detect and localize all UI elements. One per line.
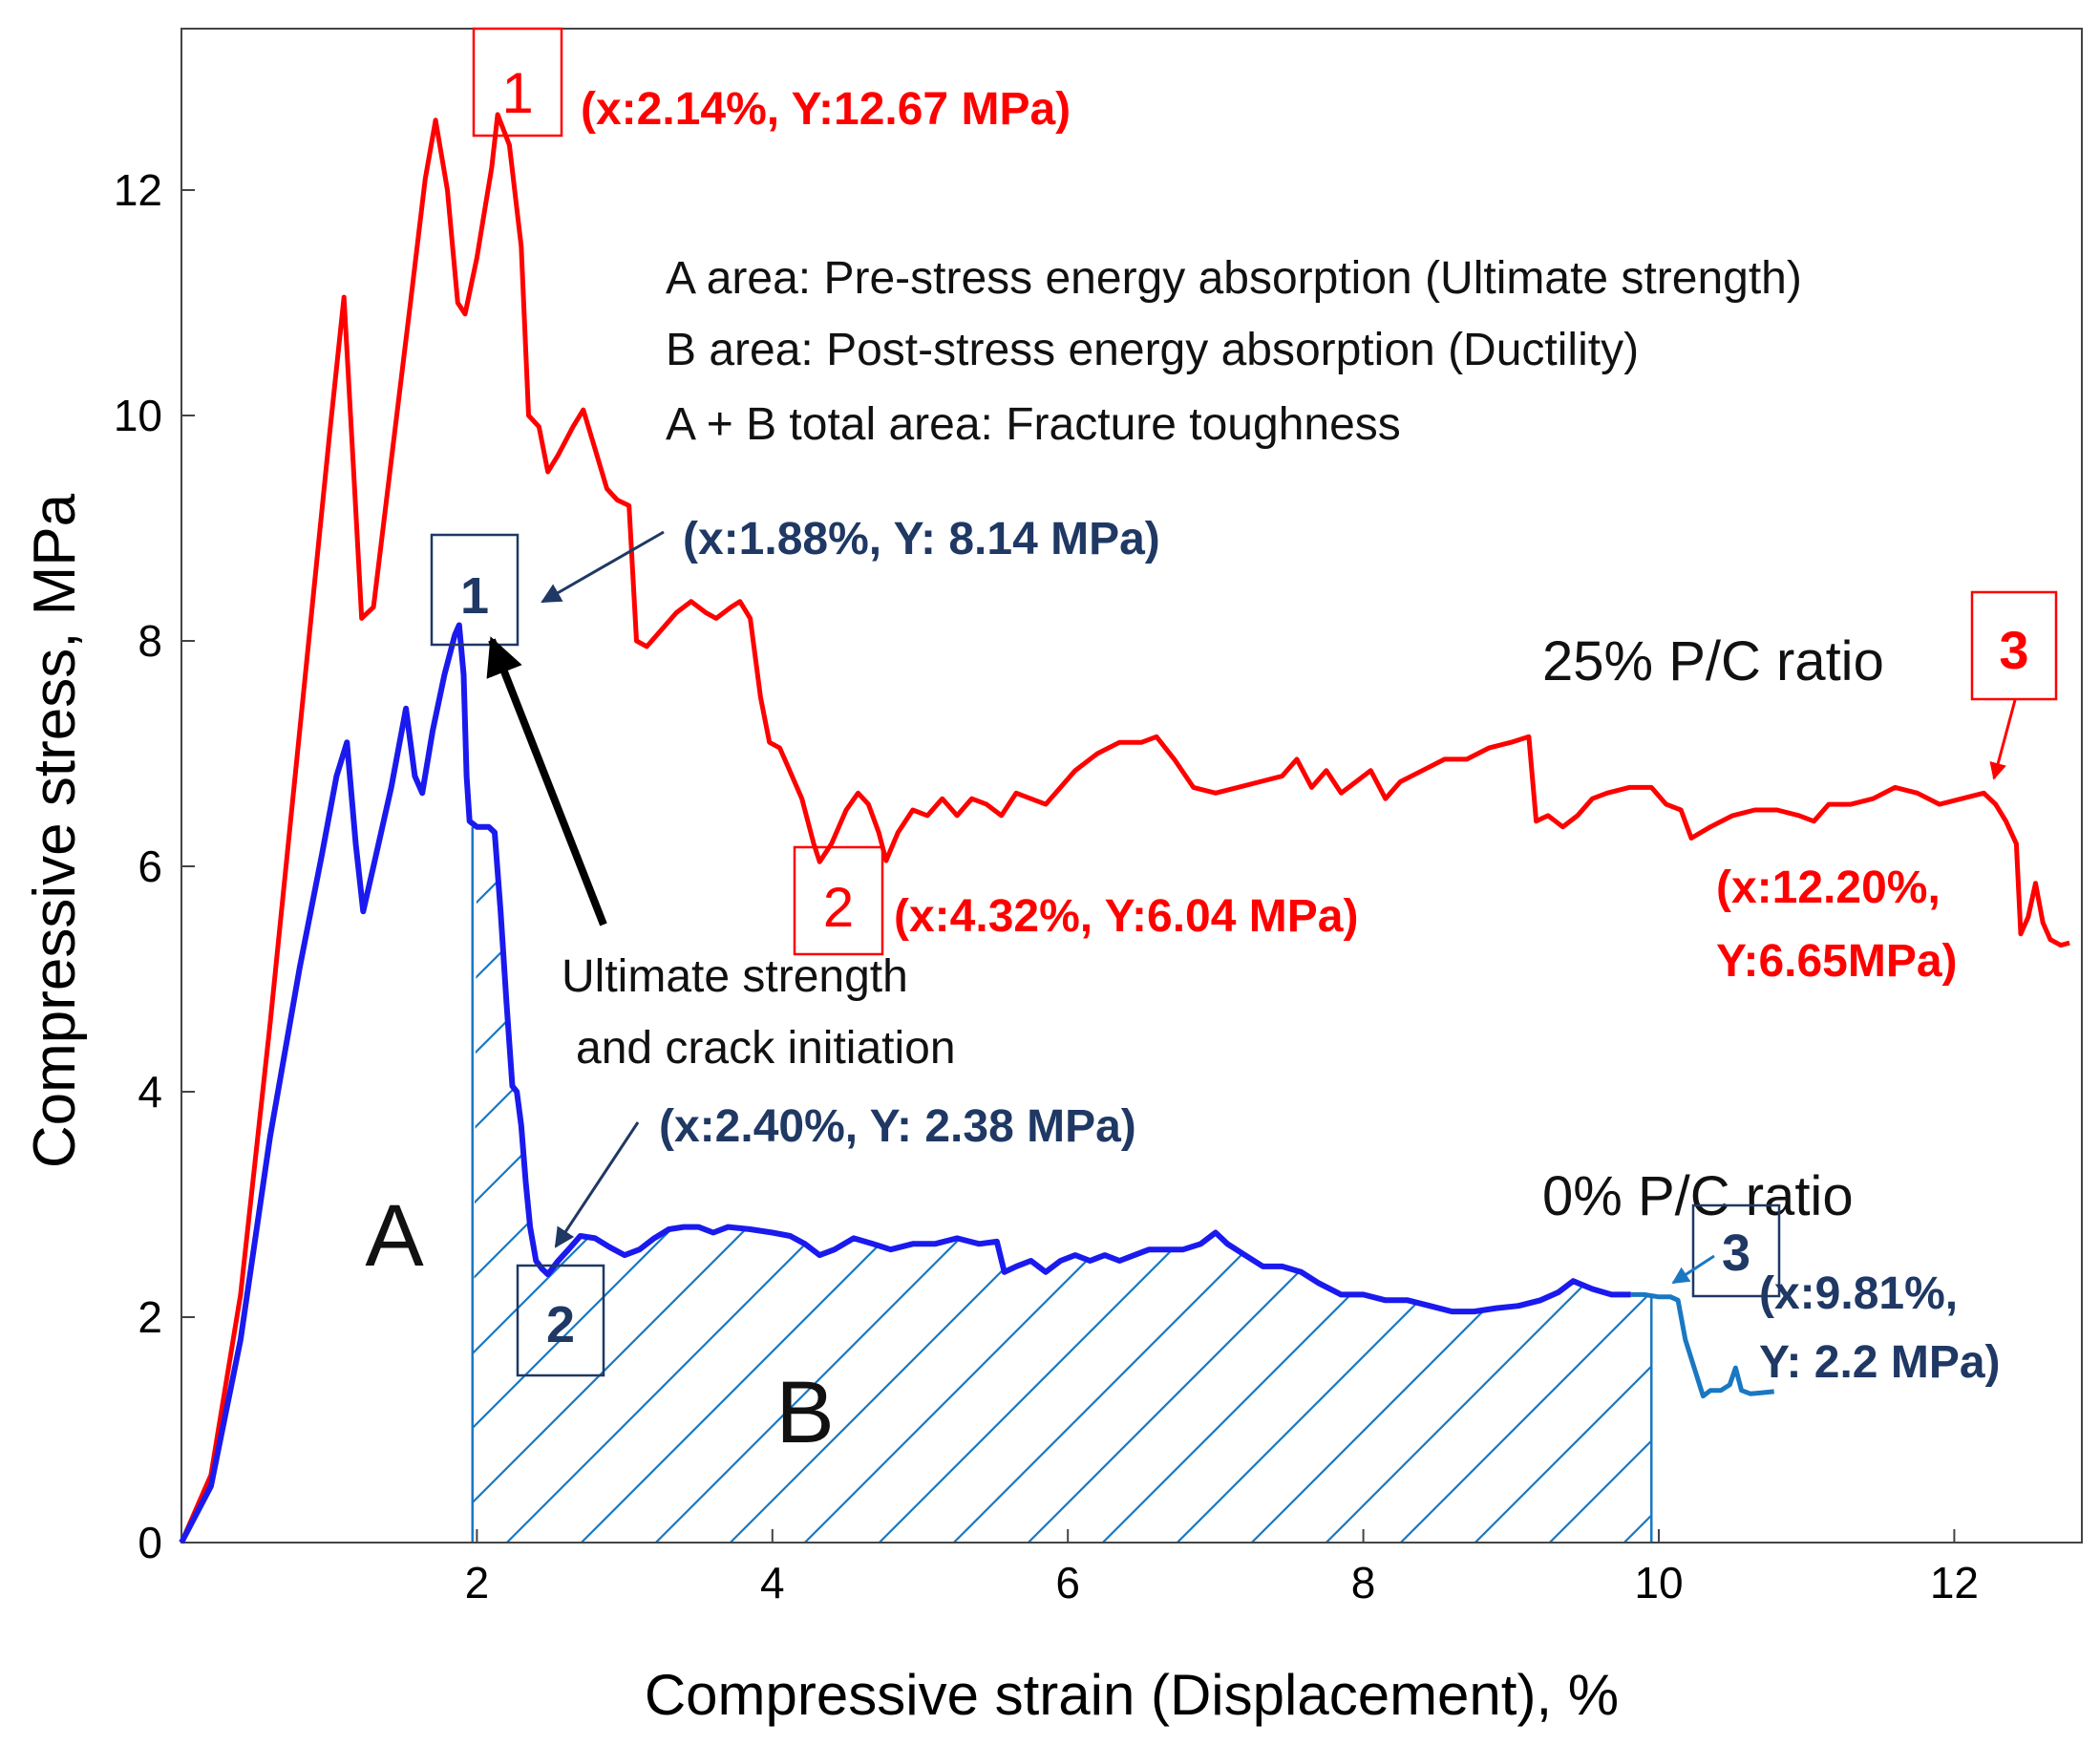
note-a-area: A area: Pre-stress energy absorption (Ul… — [666, 253, 1802, 304]
series-line-25pct — [179, 112, 2070, 1544]
hatch-line — [1250, 826, 1652, 1543]
blue-point-2-label: (x:2.40%, Y: 2.38 MPa) — [659, 1101, 1136, 1152]
red-point-2-label: (x:4.32%, Y:6.04 MPa) — [894, 891, 1358, 942]
y-tick-label: 10 — [114, 391, 162, 440]
y-tick-label: 8 — [138, 616, 162, 666]
hatch-line — [1474, 826, 1652, 1543]
blue-point-2-arrow — [554, 1121, 640, 1248]
hatch-line — [1623, 826, 1652, 1543]
region-b-label: B — [775, 1364, 834, 1461]
x-tick-label: 12 — [1930, 1558, 1979, 1608]
blue-marker-1: 1 — [460, 567, 489, 625]
red-marker-2-box — [793, 845, 884, 956]
y-axis: 0 2 4 6 8 10 12 — [114, 165, 195, 1567]
red-point-3-arrow — [1989, 699, 2017, 780]
hatch-line — [1101, 826, 1652, 1543]
hatch-line — [1325, 826, 1652, 1543]
blue-point-3-label-line1: (x:9.81%, — [1759, 1268, 1958, 1319]
blue-point-1-label: (x:1.88%, Y: 8.14 MPa) — [683, 514, 1160, 564]
plot-frame — [180, 28, 2083, 1544]
red-marker-1-box — [472, 27, 563, 138]
x-axis-title: Compressive strain (Displacement), % — [645, 1663, 1619, 1727]
red-point-3-label-line1: (x:12.20%, — [1716, 862, 1941, 913]
legend-0pct: 0% P/C ratio — [1542, 1165, 1854, 1227]
hatch-line — [1176, 826, 1652, 1543]
x-tick-label: 4 — [760, 1558, 785, 1608]
red-point-1-label: (x:2.14%, Y:12.67 MPa) — [581, 84, 1071, 135]
ultimate-strength-line1: Ultimate strength — [562, 951, 908, 1002]
y-tick-label: 2 — [138, 1292, 162, 1342]
blue-marker-1-box — [430, 533, 520, 647]
y-axis-title: Compressive stress, MPa — [22, 493, 88, 1168]
y-tick-label: 4 — [138, 1067, 162, 1117]
hatch-line — [472, 826, 623, 1543]
blue-marker-2: 2 — [546, 1296, 575, 1353]
ultimate-strength-line2: and crack initiation — [576, 1023, 956, 1074]
blue-point-3-label-line2: Y: 2.2 MPa) — [1759, 1337, 2001, 1388]
blue-point-1-arrow — [541, 530, 665, 604]
blue-marker-3-box — [1691, 1203, 1781, 1298]
blue-marker-3: 3 — [1722, 1224, 1750, 1282]
hatch-line — [1399, 826, 1652, 1543]
x-tick-label: 6 — [1055, 1558, 1080, 1608]
red-point-3-label-line2: Y:6.65MPa) — [1716, 936, 1958, 987]
red-marker-1: 1 — [501, 61, 533, 125]
x-axis: 2 4 6 8 10 12 — [465, 1529, 1979, 1608]
red-marker-3: 3 — [1999, 620, 2028, 680]
legend-25pct: 25% P/C ratio — [1542, 630, 1884, 692]
hatch-line — [472, 826, 697, 1543]
x-tick-label: 10 — [1634, 1558, 1683, 1608]
series-line-0pct-post — [1630, 1291, 1774, 1399]
blue-point-3-arrow — [1671, 1254, 1715, 1285]
y-tick-label: 0 — [138, 1518, 162, 1567]
x-tick-label: 2 — [465, 1558, 490, 1608]
hatch-line — [472, 826, 921, 1543]
x-tick-label: 8 — [1351, 1558, 1376, 1608]
y-tick-label: 12 — [114, 165, 162, 215]
note-total-area: A + B total area: Fracture toughness — [666, 399, 1401, 450]
ultimate-strength-arrow — [486, 636, 607, 926]
series-line-0pct — [179, 622, 1631, 1544]
red-marker-2: 2 — [823, 877, 854, 939]
note-b-area: B area: Post-stress energy absorption (D… — [666, 325, 1639, 375]
y-tick-label: 6 — [138, 841, 162, 891]
blue-marker-2-box — [516, 1264, 605, 1377]
red-marker-3-box — [1970, 590, 2058, 701]
region-a-label: A — [365, 1187, 424, 1285]
